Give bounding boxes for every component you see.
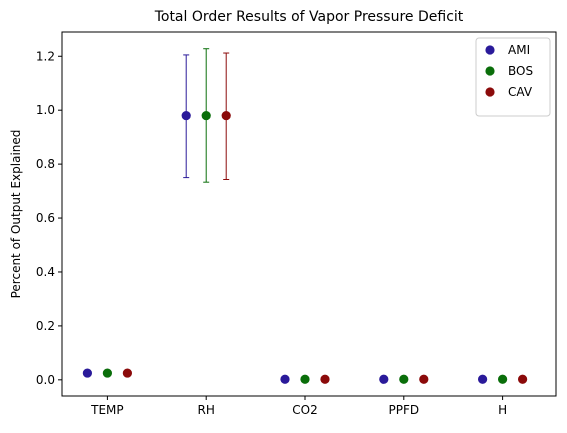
data-point <box>280 374 290 384</box>
legend-box <box>475 37 551 117</box>
y-tick-label: 0.6 <box>36 211 55 225</box>
data-point <box>518 374 528 384</box>
y-tick-label: 0.0 <box>36 373 55 387</box>
y-tick-label: 0.4 <box>36 265 55 279</box>
legend-marker <box>485 45 495 55</box>
data-point <box>320 374 330 384</box>
legend-label: CAV <box>508 85 533 99</box>
x-tick-label: H <box>498 403 507 417</box>
x-tick-label: TEMP <box>90 403 124 417</box>
y-tick-label: 1.2 <box>36 49 55 63</box>
x-tick-label: RH <box>198 403 215 417</box>
data-point <box>419 374 429 384</box>
plot-marks <box>82 48 528 384</box>
y-tick-label: 0.2 <box>36 319 55 333</box>
data-point <box>379 374 389 384</box>
data-point <box>221 110 231 121</box>
legend-marker <box>485 87 495 97</box>
x-tick-label: PPFD <box>388 403 419 417</box>
data-point <box>498 374 508 384</box>
y-tick-label: 1.0 <box>36 103 55 117</box>
data-point <box>102 368 112 378</box>
data-point <box>478 374 488 384</box>
legend-label: AMI <box>508 43 530 57</box>
x-tick-label: CO2 <box>292 403 317 417</box>
chart-title: Total Order Results of Vapor Pressure De… <box>154 9 464 25</box>
legend-marker <box>485 66 495 76</box>
data-point <box>201 110 211 121</box>
data-point <box>399 374 409 384</box>
data-point <box>122 368 132 378</box>
legend-label: BOS <box>508 64 533 78</box>
y-axis-label: Percent of Output Explained <box>9 130 23 299</box>
data-point <box>82 368 92 378</box>
data-point <box>181 110 191 121</box>
plot-frame <box>61 31 557 397</box>
legend: AMI BOS CAV <box>475 37 551 117</box>
data-point <box>300 374 310 384</box>
y-tick-label: 0.8 <box>36 157 55 171</box>
axes: 0.0 0.2 0.4 0.6 0.8 1.0 1.2 TEMP RH CO2 PPFD H <box>36 31 557 417</box>
